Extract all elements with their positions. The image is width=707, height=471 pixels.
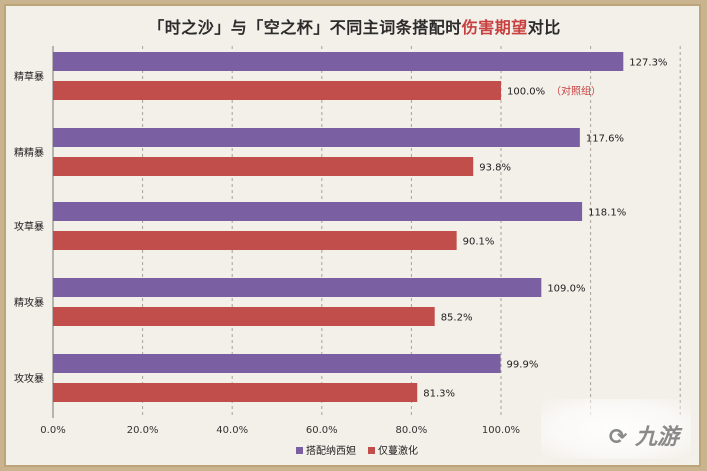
bar-nahida [53,52,624,71]
legend-swatch [296,447,303,454]
bar-nahida [53,278,542,297]
x-tick-label: 60.0% [306,425,338,436]
data-label: 90.1% [463,237,495,248]
bar-only-spread [53,307,435,326]
bar-only-spread [53,81,501,100]
chart-title: 「时之沙」与「空之杯」不同主词条搭配时伤害期望对比 [6,14,703,38]
x-tick-label: 80.0% [396,425,428,436]
bar-nahida [53,128,580,147]
legend-label: 搭配纳西妲 [306,444,356,457]
category-label: 精精暴 [14,146,44,159]
x-tick-label: 0.0% [40,425,65,436]
title-prefix: 「时之沙」与「空之杯」不同主词条搭配时 [148,18,462,37]
data-label: 100.0% [507,87,545,98]
bar-only-spread [53,231,457,250]
data-label: 109.0% [547,284,585,295]
data-label: 99.9% [507,360,539,371]
data-label: 118.1% [588,208,626,219]
data-label: 127.3% [629,58,667,69]
x-tick-label: 100.0% [482,425,520,436]
bar-only-spread [53,157,474,176]
watermark-logo: ⟳ 九游 [608,425,679,450]
category-label: 攻草暴 [14,220,44,233]
legend-label: 仅蔓激化 [378,444,418,457]
data-label: 93.8% [479,163,511,174]
watermark-backdrop [541,399,691,459]
bar-chart: 0.0% 20.0% 40.0% 60.0% 80.0% 100.0% 精草暴 127.3% 1… [14,46,681,457]
category-label: 精攻暴 [14,296,44,309]
title-highlight: 伤害期望 [461,18,528,37]
data-label: 85.2% [441,313,473,324]
bar-nahida [53,202,583,221]
legend-swatch [368,447,375,454]
x-tick-label: 40.0% [216,425,248,436]
category-label: 攻攻暴 [14,372,44,385]
x-tick-label: 20.0% [127,425,159,436]
chart-frame: 「时之沙」与「空之杯」不同主词条搭配时伤害期望对比 0.0% 20.0% 40.0%… [4,4,701,467]
bar-nahida [53,354,501,373]
title-suffix: 对比 [527,18,561,37]
control-group-annotation: （对照组） [551,85,601,98]
bar-only-spread [53,383,418,402]
data-label: 117.6% [586,134,624,145]
category-label: 精草暴 [14,70,44,83]
data-label: 81.3% [423,389,455,400]
